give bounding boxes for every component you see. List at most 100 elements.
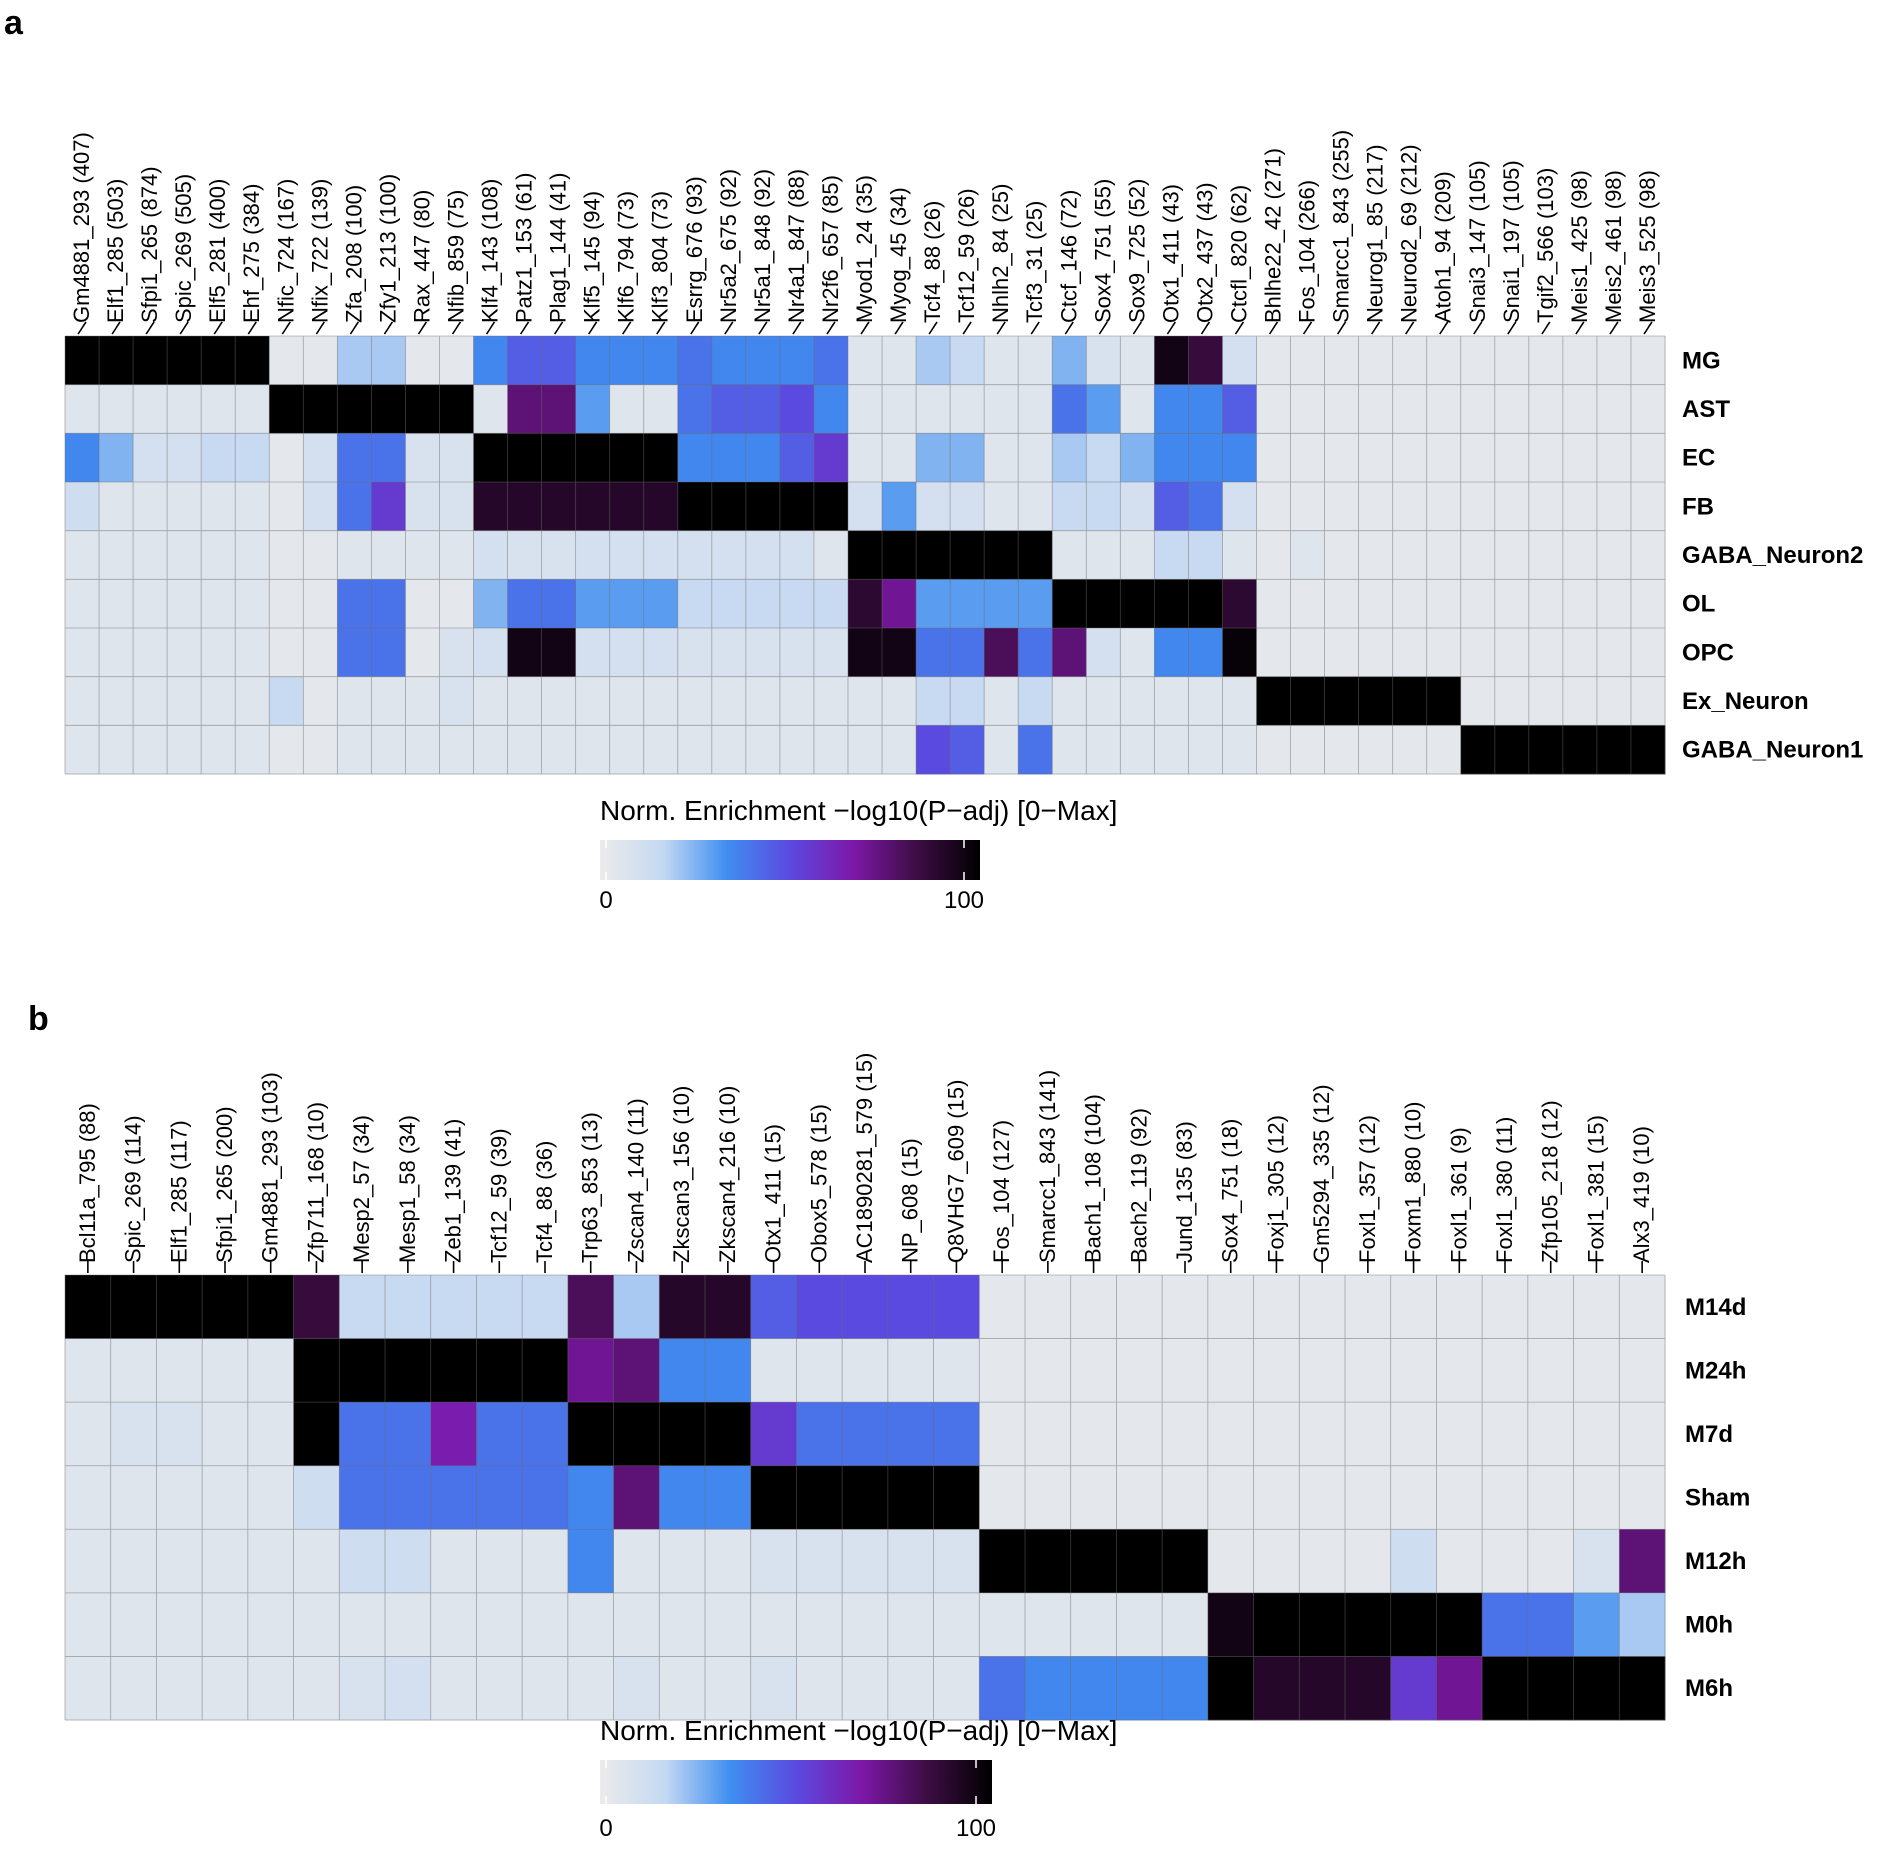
heatmap-cell-a-OL-13: [473, 579, 508, 629]
heatmap-cell-a-EC-12: [439, 433, 474, 483]
heatmap-cell-b-M14d-31: [1436, 1275, 1483, 1339]
column-label-b-15: Zkscan4_216 (10): [715, 1086, 740, 1263]
heatmap-cell-a-MG-17: [609, 336, 645, 386]
heatmap-cell-b-M14d-34: [1573, 1275, 1620, 1339]
heatmap-cell-a-OPC-19: [677, 628, 713, 678]
heatmap-cell-b-M7d-23: [1070, 1402, 1117, 1467]
heatmap-cell-b-M7d-27: [1253, 1402, 1300, 1467]
heatmap-cell-a-AST-7: [269, 384, 304, 434]
column-tick-a-7: [281, 321, 291, 335]
heatmap-cell-b-Sham-33: [1527, 1465, 1574, 1530]
heatmap-cell-b-M12h-2: [110, 1529, 157, 1594]
heatmap-cell-a-OL-26: [916, 579, 951, 629]
heatmap-cell-a-Ex_Neuron-32: [1120, 676, 1155, 726]
heatmap-cell-b-Sham-16: [750, 1465, 797, 1530]
heatmap-cell-b-M0h-12: [567, 1592, 614, 1657]
heatmap-cell-a-GABA_Neuron1-18: [643, 725, 679, 775]
heatmap-cell-a-FB-32: [1120, 482, 1155, 532]
heatmap-cell-a-FB-7: [269, 482, 304, 532]
column-label-b-26: Sox4_751 (18): [1218, 1119, 1243, 1263]
heatmap-cell-a-GABA_Neuron2-14: [507, 530, 542, 580]
heatmap-cell-b-Sham-19: [887, 1465, 934, 1530]
heatmap-cell-a-MG-36: [1256, 336, 1291, 386]
column-label-a-11: Rax_447 (80): [409, 190, 434, 323]
heatmap-cell-b-M12h-29: [1345, 1529, 1392, 1594]
heatmap-cell-a-OL-46: [1596, 579, 1632, 629]
heatmap-cell-a-Ex_Neuron-6: [235, 676, 270, 726]
heatmap-cell-a-AST-42: [1460, 384, 1496, 434]
heatmap-cell-b-M6h-20: [933, 1656, 980, 1721]
heatmap-cell-b-M7d-19: [887, 1402, 934, 1467]
column-label-b-32: Foxl1_380 (11): [1492, 1117, 1517, 1263]
heatmap-cell-b-M14d-4: [202, 1275, 249, 1339]
heatmap-cell-b-M0h-20: [933, 1592, 980, 1657]
column-label-b-34: Foxl1_381 (15): [1583, 1115, 1608, 1263]
heatmap-cell-b-M24h-11: [522, 1338, 569, 1403]
column-tick-a-19: [690, 321, 700, 335]
heatmap-cell-b-M12h-23: [1070, 1529, 1117, 1594]
column-label-a-33: Otx1_411 (43): [1158, 184, 1183, 323]
heatmap-cell-a-FB-12: [439, 482, 474, 532]
heatmap-cell-a-MG-14: [507, 336, 542, 386]
heatmap-cell-a-OL-24: [847, 579, 883, 629]
heatmap-cell-b-M6h-13: [613, 1656, 660, 1721]
heatmap-cell-b-Sham-1: [65, 1465, 112, 1530]
heatmap-cell-b-M14d-19: [887, 1275, 934, 1339]
heatmap-cell-a-AST-32: [1120, 384, 1155, 434]
heatmap-cell-b-M24h-10: [476, 1338, 523, 1403]
heatmap-cell-a-AST-9: [337, 384, 372, 434]
heatmap-cell-b-M24h-8: [385, 1338, 432, 1403]
column-label-a-15: Plag1_144 (41): [546, 173, 571, 323]
heatmap-cell-b-M14d-28: [1299, 1275, 1346, 1339]
heatmap-cell-b-M6h-16: [750, 1656, 797, 1721]
heatmap-cell-a-OPC-35: [1222, 628, 1257, 678]
heatmap-cell-a-EC-39: [1358, 433, 1394, 483]
column-tick-a-39: [1370, 321, 1381, 335]
heatmap-cell-a-MG-11: [405, 336, 440, 386]
column-tick-a-9: [349, 321, 360, 335]
heatmap-cell-a-GABA_Neuron2-12: [439, 530, 474, 580]
heatmap-cell-a-EC-13: [473, 433, 508, 483]
heatmap-cell-a-OL-27: [950, 579, 985, 629]
heatmap-cell-a-MG-5: [201, 336, 236, 386]
column-label-a-30: Ctcf_146 (72): [1056, 190, 1081, 323]
heatmap-cell-b-M14d-24: [1116, 1275, 1163, 1339]
heatmap-cell-b-M12h-26: [1207, 1529, 1254, 1594]
column-label-a-36: Bhlhe22_42 (271): [1261, 148, 1286, 323]
column-label-a-3: Sfpi1_265 (874): [137, 166, 162, 323]
heatmap-cell-b-M24h-32: [1482, 1338, 1529, 1403]
heatmap-cell-a-GABA_Neuron1-42: [1460, 725, 1496, 775]
heatmap-cell-b-M7d-30: [1390, 1402, 1437, 1467]
heatmap-cell-b-M24h-15: [705, 1338, 752, 1403]
heatmap-cell-b-M24h-19: [887, 1338, 934, 1403]
column-label-a-10: Zfy1_213 (100): [375, 174, 400, 323]
heatmap-cell-b-M24h-29: [1345, 1338, 1392, 1403]
heatmap-cell-b-M14d-10: [476, 1275, 523, 1339]
heatmap-cell-a-AST-15: [541, 384, 577, 434]
heatmap-cell-a-OL-12: [439, 579, 474, 629]
column-label-a-29: Tcf3_31 (25): [1022, 201, 1047, 323]
heatmap-cell-a-GABA_Neuron1-40: [1392, 725, 1428, 775]
heatmap-cell-b-Sham-27: [1253, 1465, 1300, 1530]
heatmap-cell-a-OPC-29: [1018, 628, 1053, 678]
heatmap-cell-b-M12h-19: [887, 1529, 934, 1594]
heatmap-cell-a-AST-41: [1426, 384, 1462, 434]
heatmap-cell-b-M6h-33: [1527, 1656, 1574, 1721]
heatmap-cell-a-EC-17: [609, 433, 645, 483]
heatmap-cell-a-MG-26: [916, 336, 951, 386]
heatmap-cell-b-M12h-35: [1619, 1529, 1666, 1594]
heatmap-cell-a-OPC-33: [1154, 628, 1189, 678]
heatmap-cell-b-M12h-16: [750, 1529, 797, 1594]
heatmap-cell-a-OL-31: [1086, 579, 1121, 629]
column-tick-a-38: [1336, 321, 1347, 335]
heatmap-cell-a-MG-24: [847, 336, 883, 386]
heatmap-cell-a-MG-29: [1018, 336, 1053, 386]
heatmap-cell-a-AST-10: [371, 384, 406, 434]
heatmap-cell-a-OL-20: [711, 579, 747, 629]
heatmap-cell-a-MG-34: [1188, 336, 1223, 386]
legend-colorbar-b: [600, 1760, 992, 1804]
heatmap-cell-a-GABA_Neuron2-40: [1392, 530, 1428, 580]
heatmap-cell-b-M7d-20: [933, 1402, 980, 1467]
column-label-b-3: Elf1_285 (117): [166, 1120, 191, 1263]
heatmap-cell-a-Ex_Neuron-11: [405, 676, 440, 726]
